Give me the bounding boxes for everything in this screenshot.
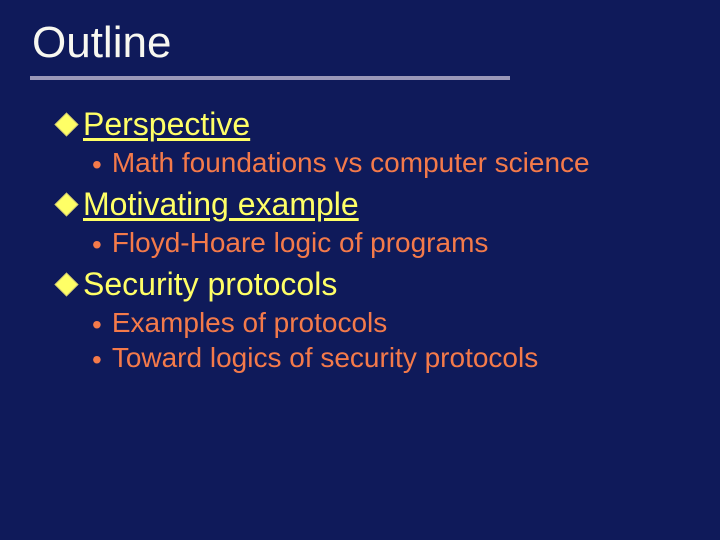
outline-subitem: • Floyd-Hoare logic of programs (92, 225, 690, 260)
bullet-dot-icon: • (92, 151, 102, 179)
bullet-dot-icon: • (92, 346, 102, 374)
outline-subitem-label: Toward logics of security protocols (112, 340, 538, 375)
outline-item: Motivating example (58, 186, 690, 223)
outline-subitem-label: Examples of protocols (112, 305, 387, 340)
outline-subitem-label: Floyd-Hoare logic of programs (112, 225, 489, 260)
outline-subitem: • Toward logics of security protocols (92, 340, 690, 375)
outline-item: Perspective (58, 106, 690, 143)
outline-item-label: Motivating example (83, 186, 359, 223)
title-divider (30, 76, 510, 80)
outline-subitem: • Math foundations vs computer science (92, 145, 690, 180)
bullet-dot-icon: • (92, 311, 102, 339)
slide-outline: Outline Perspective • Math foundations vs … (0, 0, 720, 540)
bullet-dot-icon: • (92, 231, 102, 259)
outline-subitem: • Examples of protocols (92, 305, 690, 340)
outline-item-label: Security protocols (83, 266, 337, 303)
diamond-bullet-icon (54, 272, 78, 296)
outline-item-label: Perspective (83, 106, 250, 143)
slide-title: Outline (30, 18, 690, 68)
outline-subitems: • Math foundations vs computer science (58, 145, 690, 180)
outline-item: Security protocols (58, 266, 690, 303)
slide-content: Perspective • Math foundations vs computer… (30, 106, 690, 375)
outline-subitem-label: Math foundations vs computer science (112, 145, 590, 180)
diamond-bullet-icon (54, 112, 78, 136)
diamond-bullet-icon (54, 192, 78, 216)
outline-subitems: • Examples of protocols • Toward logics of … (58, 305, 690, 375)
outline-subitems: • Floyd-Hoare logic of programs (58, 225, 690, 260)
